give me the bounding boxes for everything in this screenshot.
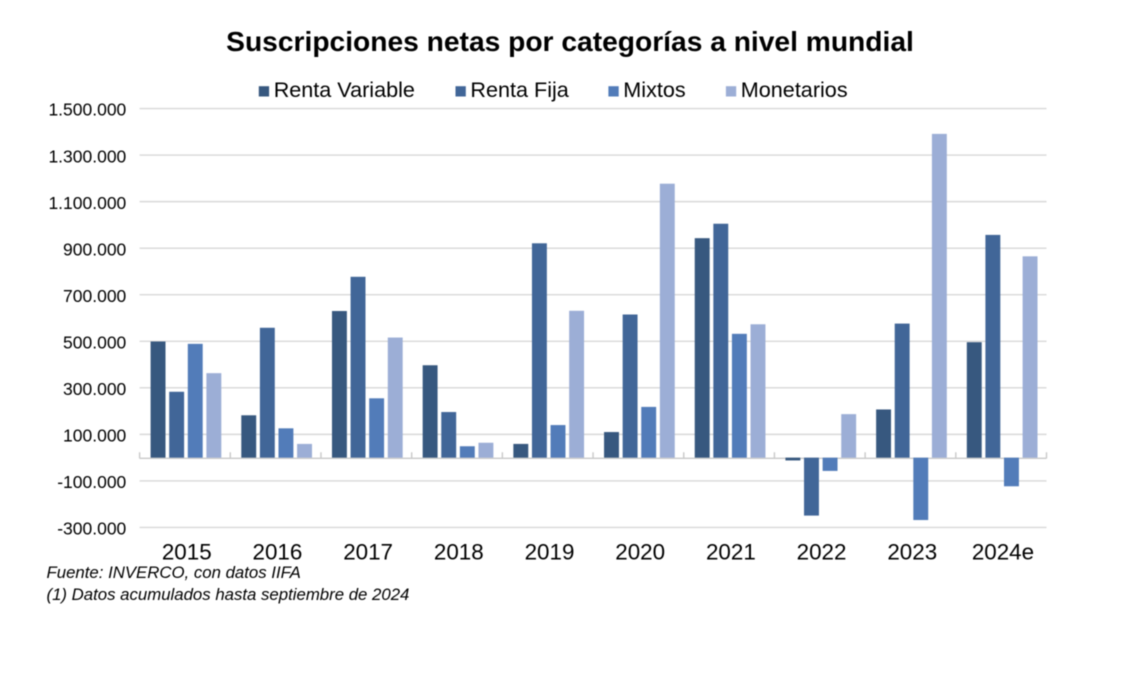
svg-text:1.500.000: 1.500.000	[48, 100, 126, 120]
svg-text:1.100.000: 1.100.000	[48, 193, 126, 213]
svg-text:Suscripciones netas por catego: Suscripciones netas por categorías a niv…	[226, 25, 914, 57]
svg-text:2024e: 2024e	[972, 539, 1034, 564]
svg-text:2021: 2021	[706, 539, 756, 564]
svg-text:Mixtos: Mixtos	[623, 77, 686, 102]
svg-text:100.000: 100.000	[63, 426, 127, 446]
svg-text:2023: 2023	[887, 539, 937, 564]
svg-text:Renta Variable: Renta Variable	[274, 77, 415, 102]
svg-text:2015: 2015	[162, 539, 212, 564]
svg-text:700.000: 700.000	[63, 286, 127, 306]
svg-text:2020: 2020	[615, 539, 665, 564]
svg-text:2018: 2018	[434, 539, 484, 564]
svg-text:900.000: 900.000	[63, 239, 127, 259]
svg-text:500.000: 500.000	[63, 332, 127, 352]
svg-text:-300.000: -300.000	[57, 519, 126, 539]
svg-text:Renta Fija: Renta Fija	[470, 77, 569, 102]
svg-text:-100.000: -100.000	[57, 472, 126, 492]
svg-text:2022: 2022	[797, 539, 847, 564]
svg-text:1.300.000: 1.300.000	[48, 146, 126, 166]
svg-text:2016: 2016	[253, 539, 303, 564]
svg-text:(1) Datos acumulados hasta sep: (1) Datos acumulados hasta septiembre de…	[47, 585, 410, 604]
svg-text:2017: 2017	[343, 539, 393, 564]
svg-text:2019: 2019	[525, 539, 575, 564]
svg-text:Monetarios: Monetarios	[741, 77, 848, 102]
svg-text:300.000: 300.000	[63, 379, 127, 399]
svg-text:Fuente: INVERCO, con datos IIF: Fuente: INVERCO, con datos IIFA	[47, 563, 301, 582]
